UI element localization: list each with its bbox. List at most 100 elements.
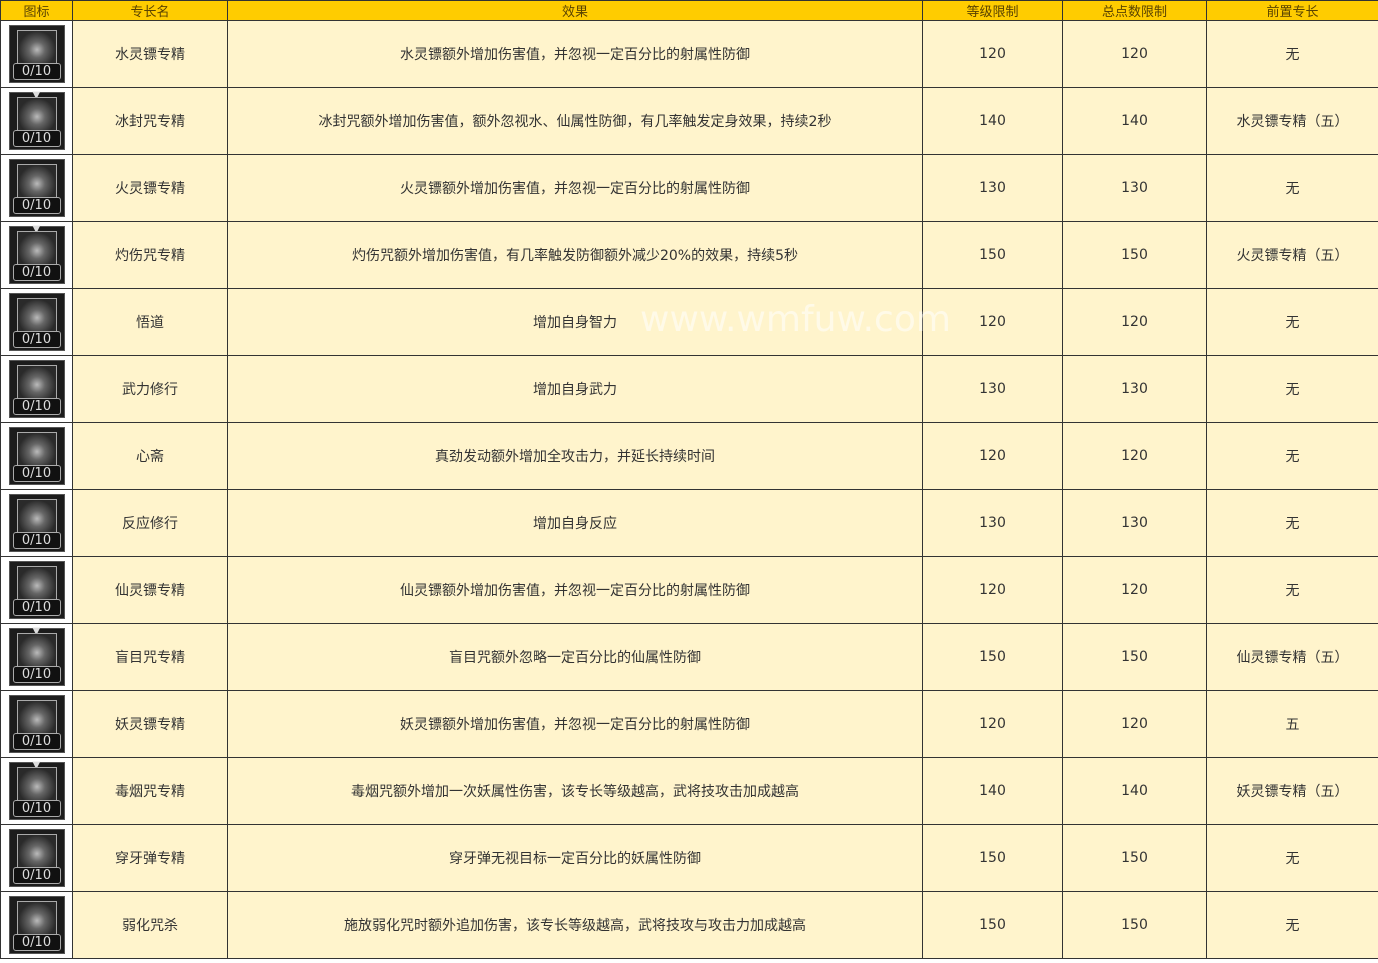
skill-image: [16, 566, 57, 602]
blind-eye-icon: ▼ 0/10: [8, 626, 65, 686]
header-name: 专长名: [72, 0, 228, 21]
level-limit: 120: [922, 422, 1063, 490]
prerequisite: 水灵镖专精（五）: [1206, 87, 1378, 155]
arrow-down-icon: ▼: [32, 90, 41, 101]
skill-image: [16, 633, 57, 669]
skill-image: [16, 298, 57, 334]
reaction-icon: 0/10: [8, 494, 65, 552]
prerequisite: 无: [1206, 154, 1378, 222]
arrow-down-icon: ▼: [32, 626, 41, 637]
total-points-limit: 120: [1062, 288, 1207, 356]
specialty-name: 武力修行: [72, 355, 228, 423]
total-points-limit: 150: [1062, 824, 1207, 892]
ice-crystal-icon: ▼ 0/10: [8, 90, 65, 150]
level-limit: 150: [922, 891, 1063, 959]
points-badge: 0/10: [12, 331, 61, 348]
icon-cell: ▼ 0/10: [0, 623, 73, 691]
specialty-effect: 仙灵镖额外增加伤害值，并忽视一定百分比的射属性防御: [227, 556, 923, 624]
dart-icon: 0/10: [8, 561, 65, 619]
prerequisite: 无: [1206, 891, 1378, 959]
points-badge: 0/10: [12, 465, 61, 482]
prerequisite: 仙灵镖专精（五）: [1206, 623, 1378, 691]
specialty-name: 妖灵镖专精: [72, 690, 228, 758]
skill-image: [16, 767, 57, 803]
specialty-effect: 真劲发动额外增加全攻击力，并延长持续时间: [227, 422, 923, 490]
points-badge: 0/10: [12, 398, 61, 415]
skill-image: [16, 834, 57, 870]
skill-image: [16, 901, 57, 937]
prerequisite: 妖灵镖专精（五）: [1206, 757, 1378, 825]
prerequisite: 无: [1206, 824, 1378, 892]
prerequisite: 无: [1206, 355, 1378, 423]
specialty-effect: 冰封咒额外增加伤害值，额外忽视水、仙属性防御，有几率触发定身效果，持续2秒: [227, 87, 923, 155]
specialty-effect: 妖灵镖额外增加伤害值，并忽视一定百分比的射属性防御: [227, 690, 923, 758]
points-badge: 0/10: [12, 800, 61, 817]
arrow-down-icon: ▼: [32, 224, 41, 235]
weaken-curse-icon: 0/10: [8, 896, 65, 954]
total-points-limit: 150: [1062, 623, 1207, 691]
eye-icon: 0/10: [8, 293, 65, 351]
table-row: ▼ 0/10 盲目咒专精 盲目咒额外忽略一定百分比的仙属性防御 150 150 …: [0, 623, 1378, 691]
level-limit: 120: [922, 288, 1063, 356]
header-level: 等级限制: [922, 0, 1063, 21]
specialty-name: 心斋: [72, 422, 228, 490]
prerequisite: 无: [1206, 422, 1378, 490]
points-badge: 0/10: [12, 63, 61, 80]
level-limit: 130: [922, 154, 1063, 222]
level-limit: 120: [922, 556, 1063, 624]
table-row: 0/10 弱化咒杀 施放弱化咒时额外追加伤害，该专长等级越高，武将技攻与攻击力加…: [0, 891, 1378, 959]
specialty-effect: 毒烟咒额外增加一次妖属性伤害，该专长等级越高，武将技攻击加成越高: [227, 757, 923, 825]
dart-icon: 0/10: [8, 695, 65, 753]
specialty-effect: 增加自身反应: [227, 489, 923, 557]
specialty-name: 灼伤咒专精: [72, 221, 228, 289]
icon-cell: 0/10: [0, 288, 73, 356]
specialty-name: 悟道: [72, 288, 228, 356]
icon-cell: ▼ 0/10: [0, 221, 73, 289]
skill-image: [16, 231, 57, 267]
specialty-effect: 施放弱化咒时额外追加伤害，该专长等级越高，武将技攻与攻击力加成越高: [227, 891, 923, 959]
total-points-limit: 120: [1062, 422, 1207, 490]
skill-image: [16, 164, 57, 200]
prerequisite: 无: [1206, 556, 1378, 624]
total-points-limit: 140: [1062, 87, 1207, 155]
total-points-limit: 130: [1062, 489, 1207, 557]
header-prereq: 前置专长: [1206, 0, 1378, 21]
prerequisite: 火灵镖专精（五）: [1206, 221, 1378, 289]
table-row: 0/10 心斋 真劲发动额外增加全攻击力，并延长持续时间 120 120 无: [0, 422, 1378, 490]
total-points-limit: 150: [1062, 221, 1207, 289]
table-row: 0/10 仙灵镖专精 仙灵镖额外增加伤害值，并忽视一定百分比的射属性防御 120…: [0, 556, 1378, 624]
table-row: 0/10 水灵镖专精 水灵镖额外增加伤害值，并忽视一定百分比的射属性防御 120…: [0, 20, 1378, 88]
total-points-limit: 120: [1062, 20, 1207, 88]
specialty-effect: 水灵镖额外增加伤害值，并忽视一定百分比的射属性防御: [227, 20, 923, 88]
prerequisite: 无: [1206, 288, 1378, 356]
level-limit: 150: [922, 221, 1063, 289]
specialty-effect: 火灵镖额外增加伤害值，并忽视一定百分比的射属性防御: [227, 154, 923, 222]
points-badge: 0/10: [12, 867, 61, 884]
icon-cell: 0/10: [0, 690, 73, 758]
table-row: 0/10 悟道 增加自身智力 120 120 无: [0, 288, 1378, 356]
skill-image: [16, 499, 57, 535]
specialty-name: 水灵镖专精: [72, 20, 228, 88]
level-limit: 120: [922, 20, 1063, 88]
points-badge: 0/10: [12, 197, 61, 214]
heart-icon: 0/10: [8, 427, 65, 485]
level-limit: 140: [922, 757, 1063, 825]
level-limit: 130: [922, 489, 1063, 557]
specialty-effect: 增加自身智力: [227, 288, 923, 356]
points-badge: 0/10: [12, 599, 61, 616]
header-row: 图标 专长名 效果 等级限制 总点数限制 前置专长: [0, 0, 1378, 21]
smoke-icon: ▼ 0/10: [8, 761, 65, 820]
points-badge: 0/10: [12, 733, 61, 750]
level-limit: 130: [922, 355, 1063, 423]
icon-cell: 0/10: [0, 20, 73, 88]
level-limit: 120: [922, 690, 1063, 758]
icon-cell: 0/10: [0, 154, 73, 222]
icon-cell: 0/10: [0, 891, 73, 959]
dart-icon: 0/10: [8, 159, 65, 217]
skill-image: [16, 700, 57, 736]
specialty-name: 毒烟咒专精: [72, 757, 228, 825]
points-badge: 0/10: [12, 532, 61, 549]
prerequisite: 五: [1206, 690, 1378, 758]
specialty-effect: 增加自身武力: [227, 355, 923, 423]
